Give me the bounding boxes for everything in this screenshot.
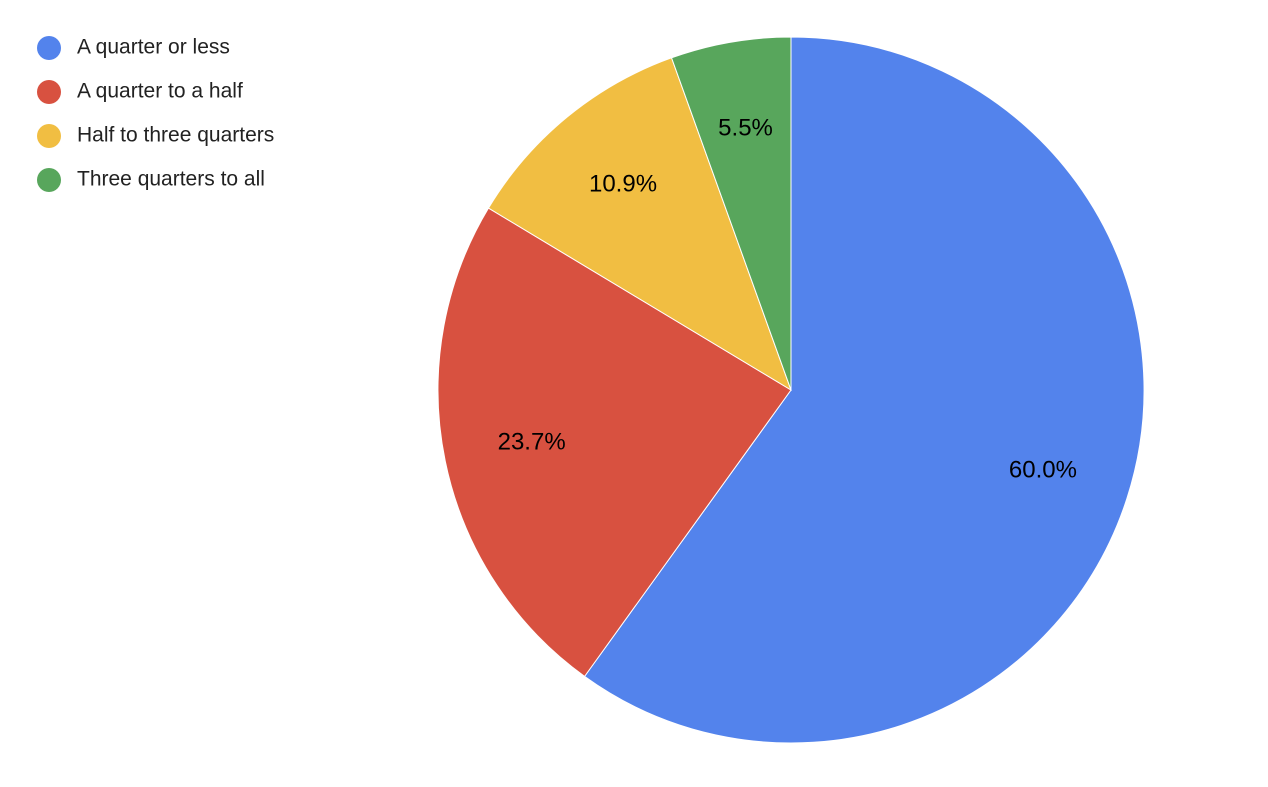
slice-label: 5.5% (718, 115, 773, 142)
legend-swatch (37, 124, 61, 148)
slice-label: 60.0% (1009, 457, 1077, 484)
legend-label: Half to three quarters (77, 124, 274, 147)
legend-swatch (37, 168, 61, 192)
legend-label: Three quarters to all (77, 168, 265, 191)
legend-label: A quarter or less (77, 36, 230, 59)
pie-slice (670, 36, 792, 391)
pie-slice (583, 36, 1145, 744)
legend-swatch (37, 36, 61, 60)
pie-slice (437, 207, 792, 678)
legend-swatch (37, 80, 61, 104)
pie-slice (487, 57, 792, 392)
slice-label: 23.7% (498, 429, 566, 456)
slice-label: 10.9% (589, 171, 657, 198)
legend-label: A quarter to a half (77, 80, 243, 103)
